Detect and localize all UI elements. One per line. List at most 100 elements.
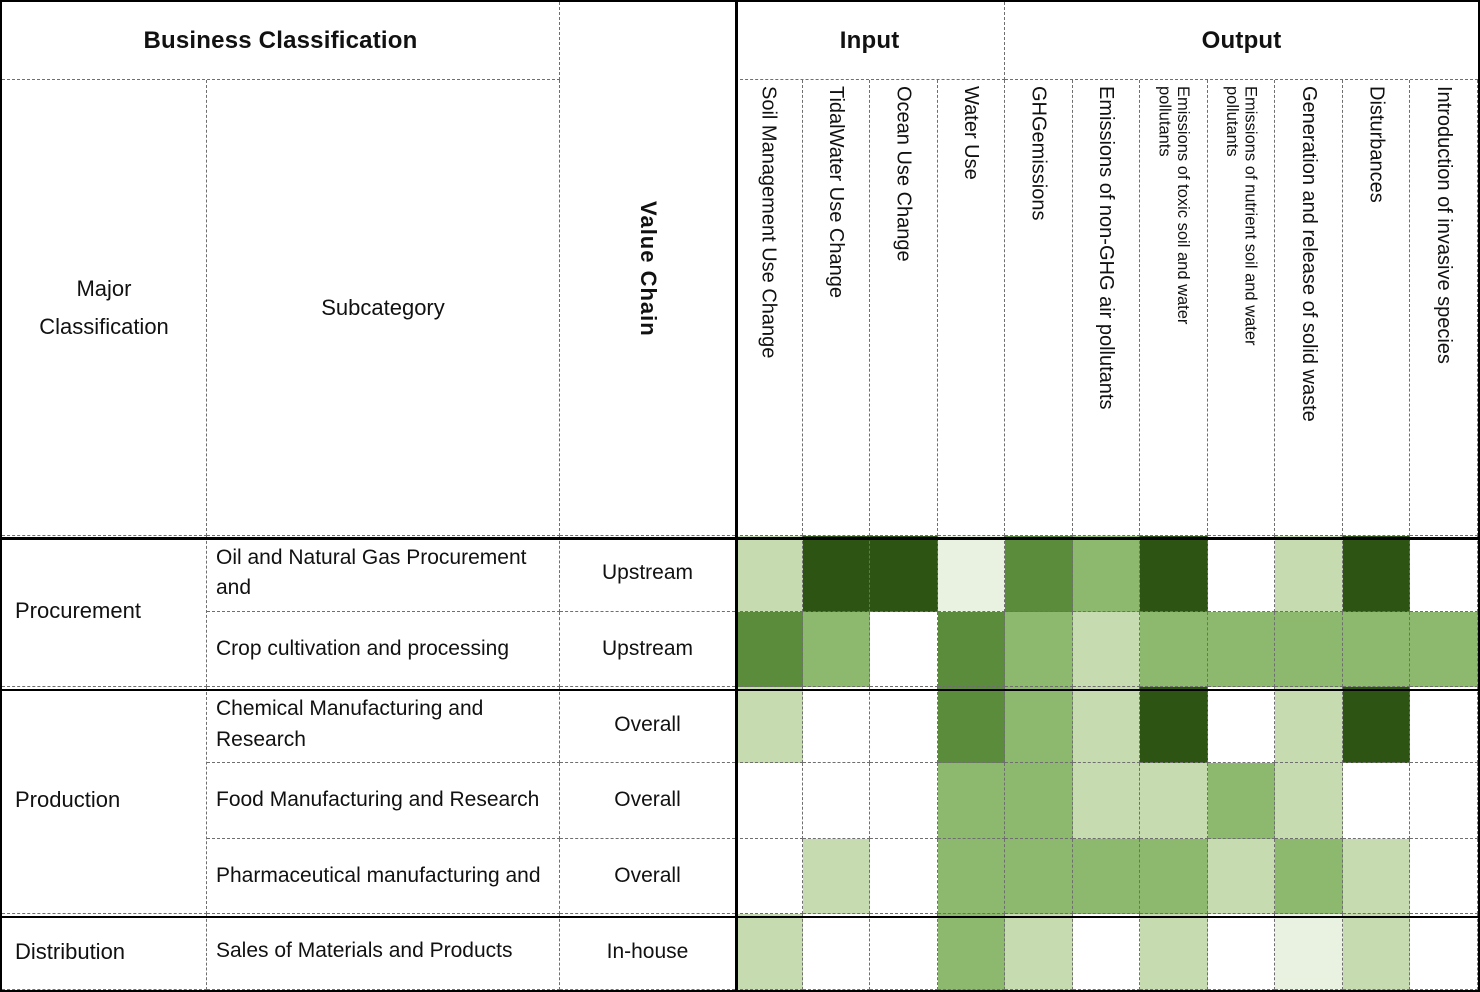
heat-cell (1410, 687, 1478, 763)
heat-cell (1140, 611, 1208, 688)
heat-cell (870, 914, 938, 990)
heatmap-row (735, 914, 1478, 990)
column-header-tidalwater-use-change: TidalWater Use Change (802, 80, 871, 536)
output-group-header: Output (1005, 2, 1478, 80)
column-header-toxic-soil-water-pollutants: Emissions of toxic soil and water pollut… (1140, 80, 1208, 536)
heat-cell (1140, 687, 1208, 763)
heat-cell (870, 536, 938, 612)
value-chain-cell: In-house (560, 914, 735, 990)
column-header-label: GHGemissions (1027, 86, 1050, 221)
heat-cell (937, 611, 1006, 688)
major-classification-cell-production: Production (2, 687, 207, 915)
heat-cell (735, 687, 803, 763)
heat-cell (870, 762, 938, 839)
heat-cell (1005, 536, 1073, 612)
heat-cell (1342, 611, 1411, 688)
heat-cell (1005, 838, 1073, 915)
heat-cell (1275, 838, 1343, 915)
value-chain-header-label: Value Chain (635, 200, 661, 337)
heat-cell (1342, 536, 1411, 612)
heatmap-row (735, 536, 1478, 612)
column-header-label: Soil Management Use Change (757, 86, 780, 359)
heat-cell (1342, 762, 1411, 839)
column-header-disturbances: Disturbances (1342, 80, 1411, 536)
subcategory-cell: Crop cultivation and processing (207, 611, 560, 688)
heat-cell (1005, 914, 1073, 990)
heat-cell (1342, 914, 1411, 990)
heat-cell (1072, 611, 1141, 688)
heat-cell (1410, 762, 1478, 839)
heat-cell (1207, 914, 1276, 990)
heat-cell (735, 536, 803, 612)
divider-procurement-production (2, 689, 1478, 691)
heatmap-row (735, 611, 1478, 688)
heat-cell (1275, 536, 1343, 612)
column-header-non-ghg-air-pollutants: Emissions of non-GHG air pollutants (1072, 80, 1141, 536)
subcategory-cell: Food Manufacturing and Research (207, 762, 560, 839)
heat-cell (1275, 687, 1343, 763)
heat-cell (802, 914, 871, 990)
column-header-invasive-species: Introduction of invasive species (1410, 80, 1478, 536)
heat-cell (1207, 838, 1276, 915)
value-chain-cell: Overall (560, 763, 735, 839)
column-header-label: Generation and release of solid waste (1297, 86, 1320, 422)
heat-cell (802, 687, 871, 763)
value-chain-cell: Upstream (560, 612, 735, 688)
value-chain-cell: Overall (560, 687, 735, 763)
heatmap-row (735, 687, 1478, 763)
heat-cell (1072, 536, 1141, 612)
heat-cell (735, 838, 803, 915)
column-header-nutrient-soil-water-pollutants: Emissions of nutrient soil and water pol… (1207, 80, 1276, 536)
value-chain-cell: Upstream (560, 536, 735, 612)
heat-cell (1140, 762, 1208, 839)
heat-cell (1140, 838, 1208, 915)
heat-cell (1005, 687, 1073, 763)
business-classification-header: Business Classification (2, 2, 560, 80)
heat-cell (735, 611, 803, 688)
heat-cell (1005, 611, 1073, 688)
heat-cell (1410, 536, 1478, 612)
heat-cell (1275, 762, 1343, 839)
heat-cell (870, 838, 938, 915)
heat-cell (802, 536, 871, 612)
heat-cell (1342, 838, 1411, 915)
column-header-water-use: Water Use (937, 80, 1006, 536)
heat-cell (1140, 914, 1208, 990)
major-classification-cell-distribution: Distribution (2, 914, 207, 990)
divider-value-chain-matrix (735, 2, 738, 990)
heat-cell (1072, 762, 1141, 839)
heat-cell (802, 838, 871, 915)
heat-cell (1140, 536, 1208, 612)
heat-cell (1207, 536, 1276, 612)
column-header-label: Introduction of invasive species (1432, 86, 1455, 364)
heat-cell (1072, 687, 1141, 763)
column-header-label: TidalWater Use Change (825, 86, 847, 298)
heat-cell (870, 687, 938, 763)
heat-cell (802, 611, 871, 688)
heat-cell (735, 914, 803, 990)
heat-cell (937, 838, 1006, 915)
heat-cell (937, 762, 1006, 839)
divider-header-body (2, 537, 1478, 540)
major-classification-cell-procurement: Procurement (2, 536, 207, 688)
heat-cell (1072, 914, 1141, 990)
subcategory-cell: Chemical Manufacturing and Research (207, 687, 560, 763)
heat-cell (1275, 611, 1343, 688)
column-header-label: Emissions of nutrient soil and water pol… (1223, 86, 1260, 346)
column-header-label: Water Use (960, 86, 983, 180)
subcategory-cell: Pharmaceutical manufacturing and (207, 838, 560, 915)
column-header-label: Emissions of toxic soil and water pollut… (1155, 86, 1192, 325)
heat-cell (802, 762, 871, 839)
heat-cell (1410, 611, 1478, 688)
heat-cell (1410, 838, 1478, 915)
heatmap-row (735, 762, 1478, 839)
heat-cell (1207, 611, 1276, 688)
value-chain-cell: Overall (560, 839, 735, 915)
value-chain-header: Value Chain (560, 2, 735, 536)
column-header-label: Emissions of non-GHG air pollutants (1095, 86, 1118, 410)
heat-cell (1207, 762, 1276, 839)
heat-cell (937, 914, 1006, 990)
column-header-solid-waste: Generation and release of solid waste (1275, 80, 1343, 536)
heatmap-row (735, 838, 1478, 915)
